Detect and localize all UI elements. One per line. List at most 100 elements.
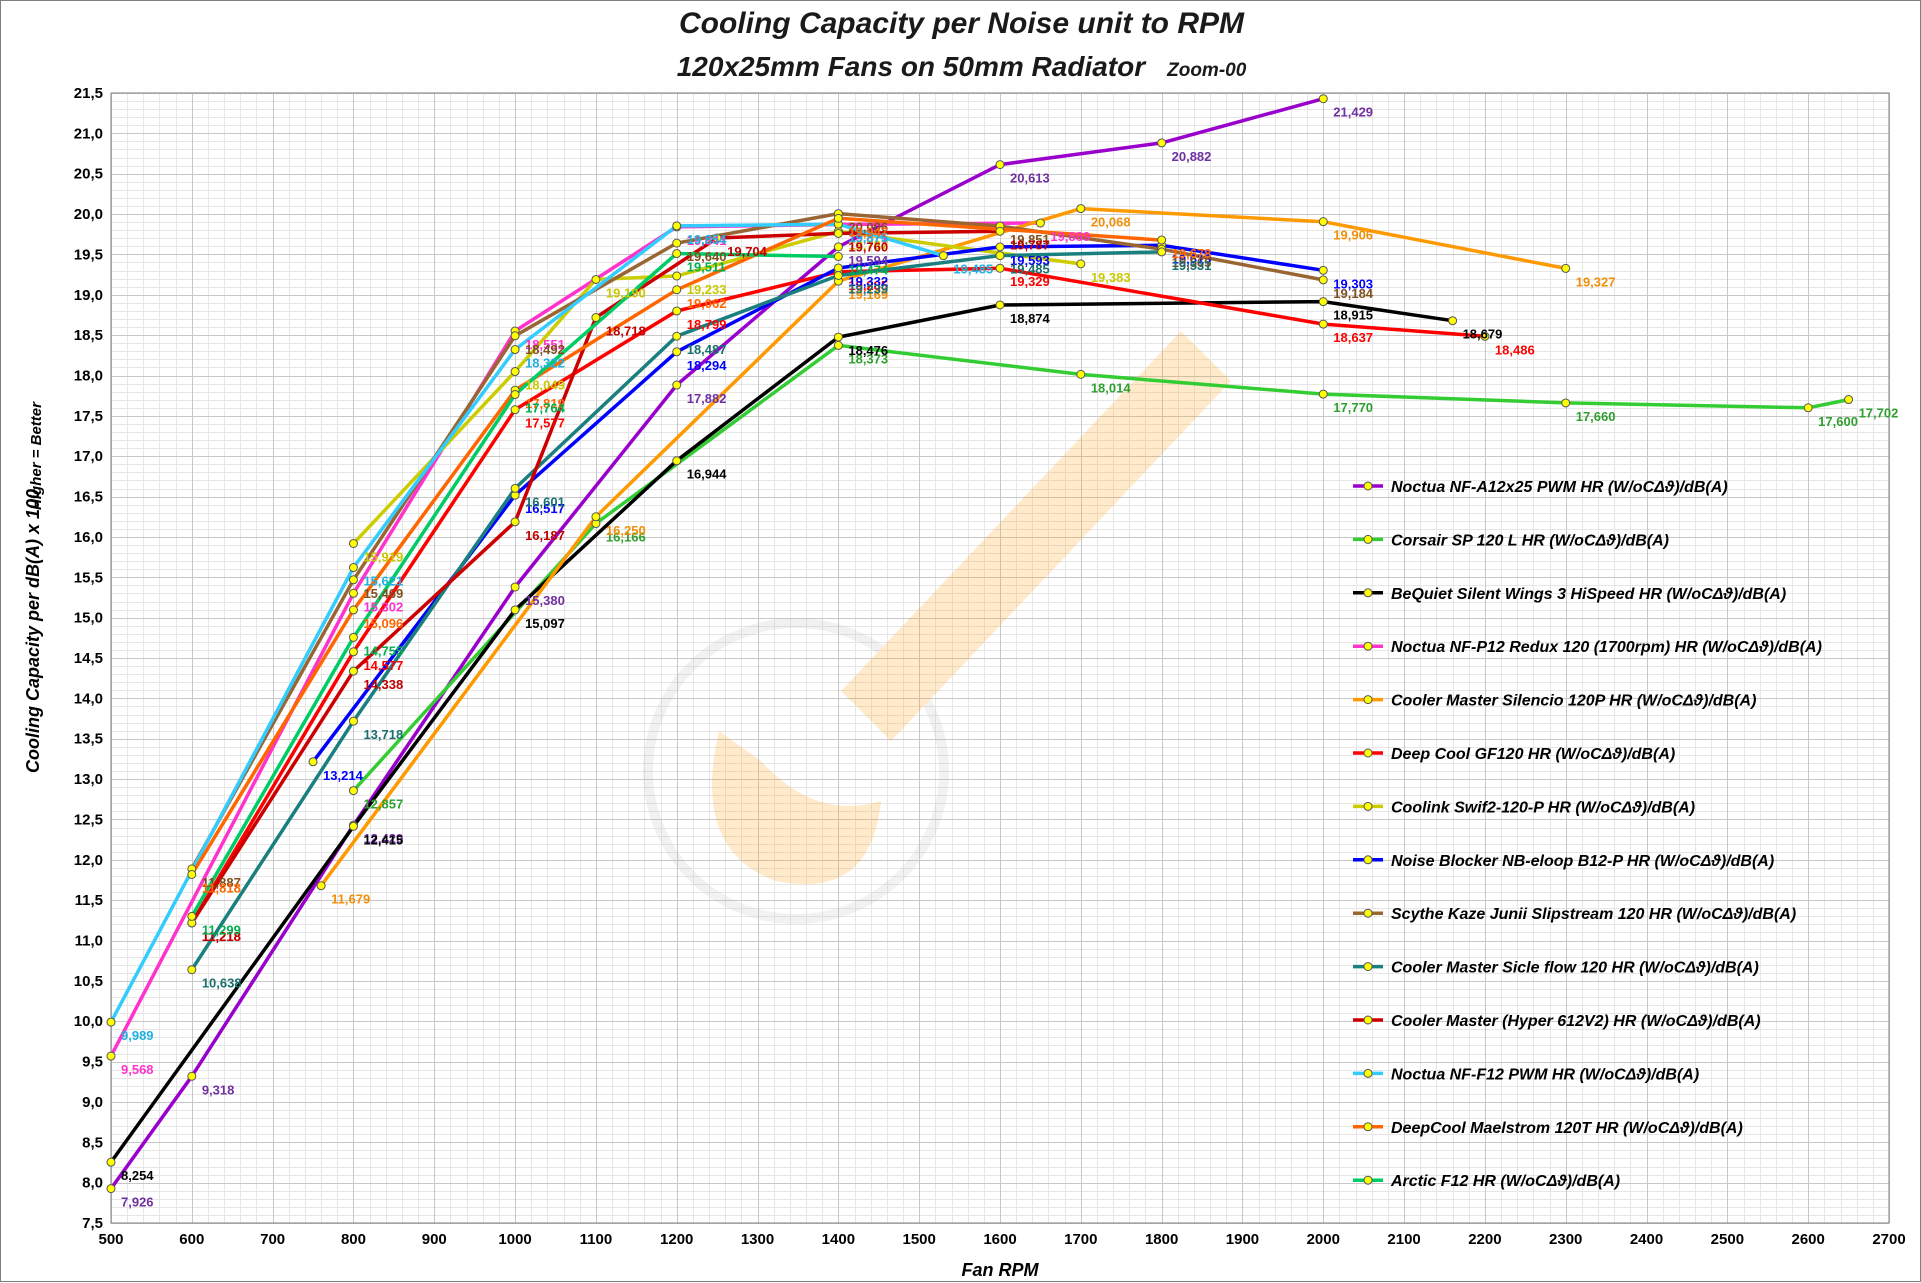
data-point bbox=[1157, 138, 1167, 148]
data-point bbox=[510, 331, 520, 341]
data-point bbox=[1803, 403, 1813, 413]
data-label: 19,760 bbox=[848, 239, 888, 254]
y-tick-label: 14,0 bbox=[74, 690, 103, 707]
series-line-13 bbox=[190, 216, 1162, 876]
data-label: 19,327 bbox=[1576, 274, 1616, 289]
data-label: 16,166 bbox=[606, 530, 646, 545]
x-tick-label: 2000 bbox=[1307, 1231, 1340, 1248]
data-point bbox=[510, 517, 520, 527]
data-label: 7,926 bbox=[121, 1195, 154, 1210]
data-label: 20,613 bbox=[1010, 171, 1050, 186]
data-label: 16,944 bbox=[687, 467, 728, 482]
data-label: 18,492 bbox=[525, 342, 565, 357]
y-tick-label: 8,5 bbox=[82, 1134, 103, 1151]
data-label: 21,429 bbox=[1333, 105, 1373, 120]
chart-subtitle: 120x25mm Fans on 50mm Radiator bbox=[676, 51, 1146, 82]
data-label: 14,338 bbox=[363, 677, 403, 692]
data-label: 19,678 bbox=[1172, 246, 1212, 261]
data-label: 20,882 bbox=[1172, 149, 1212, 164]
data-label: 13,718 bbox=[363, 727, 403, 742]
data-label: 19,485 bbox=[1010, 262, 1050, 277]
y-tick-label: 8,0 bbox=[82, 1175, 103, 1192]
data-label: 19,841 bbox=[687, 233, 727, 248]
legend-entry: Noise Blocker NB-eloop B12-P HR (W/oCΔϑ)… bbox=[1391, 853, 1774, 870]
data-point bbox=[672, 306, 682, 316]
data-label: 19,640 bbox=[687, 249, 727, 264]
data-label: 19,531 bbox=[1172, 258, 1212, 273]
data-point bbox=[348, 647, 358, 657]
data-label: 9,318 bbox=[202, 1082, 235, 1097]
legend-entry: Cooler Master Sicle flow 120 HR (W/oCΔϑ)… bbox=[1391, 960, 1759, 977]
data-label: 19,383 bbox=[1091, 270, 1131, 285]
data-point bbox=[510, 390, 520, 400]
data-point bbox=[308, 757, 318, 767]
data-label: 19,787 bbox=[848, 237, 888, 252]
chart-title: Cooling Capacity per Noise unit to RPM bbox=[678, 7, 1245, 40]
y-tick-label: 13,0 bbox=[74, 771, 103, 788]
data-point bbox=[348, 716, 358, 726]
data-point bbox=[1318, 94, 1328, 104]
data-label: 16,517 bbox=[525, 501, 565, 516]
y-tick-label: 21,5 bbox=[74, 85, 103, 102]
data-label: 19,947 bbox=[848, 224, 888, 239]
data-point bbox=[348, 666, 358, 676]
legend-entry: DeepCool Maelstrom 120T HR (W/oCΔϑ)/dB(A… bbox=[1391, 1120, 1743, 1137]
legend-marker bbox=[1363, 1015, 1373, 1025]
y-tick-label: 14,5 bbox=[74, 650, 103, 667]
x-tick-label: 2400 bbox=[1630, 1231, 1663, 1248]
data-point bbox=[106, 1051, 116, 1061]
data-point bbox=[187, 869, 197, 879]
data-point bbox=[833, 270, 843, 280]
x-tick-label: 500 bbox=[98, 1231, 123, 1248]
data-label: 16,250 bbox=[606, 523, 646, 538]
x-tick-label: 2100 bbox=[1387, 1231, 1420, 1248]
x-tick-label: 800 bbox=[341, 1231, 366, 1248]
series-line-3 bbox=[109, 299, 1453, 1164]
data-label: 19,329 bbox=[1010, 274, 1050, 289]
legend-entry: Noctua NF-P12 Redux 120 (1700rpm) HR (W/… bbox=[1391, 639, 1822, 656]
data-label: 19,851 bbox=[1010, 232, 1050, 247]
data-point bbox=[1318, 265, 1328, 275]
data-point bbox=[712, 233, 722, 243]
data-point bbox=[1561, 263, 1571, 273]
watermark-logo bbox=[643, 331, 1231, 924]
y-tick-label: 16,0 bbox=[74, 529, 103, 546]
x-tick-label: 1200 bbox=[660, 1231, 693, 1248]
watermark-stripe bbox=[841, 331, 1231, 741]
data-label: 12,415 bbox=[363, 832, 403, 847]
plot-frame bbox=[110, 92, 1890, 1224]
data-point bbox=[1157, 235, 1167, 245]
data-label: 9,568 bbox=[121, 1062, 154, 1077]
data-point bbox=[106, 1017, 116, 1027]
data-label: 16,187 bbox=[525, 528, 565, 543]
y-tick-label: 10,0 bbox=[74, 1013, 103, 1030]
data-point bbox=[672, 380, 682, 390]
y-tick-label: 17,5 bbox=[74, 408, 103, 425]
data-label: 11,818 bbox=[202, 880, 241, 895]
y-tick-label: 13,5 bbox=[74, 731, 103, 748]
legend-entry: Cooler Master (Hyper 612V2) HR (W/oCΔϑ)/… bbox=[1391, 1013, 1761, 1030]
data-point bbox=[348, 786, 358, 796]
series-line-5 bbox=[319, 206, 1567, 887]
major-grid bbox=[111, 93, 1890, 1224]
data-label: 19,285 bbox=[848, 278, 888, 293]
y-tick-label: 18,0 bbox=[74, 368, 103, 385]
series-line-2 bbox=[352, 343, 1849, 792]
x-tick-label: 2500 bbox=[1711, 1231, 1744, 1248]
data-label: 19,303 bbox=[1333, 276, 1373, 291]
y-tick-label: 19,5 bbox=[74, 246, 103, 263]
legend-marker bbox=[1363, 855, 1373, 865]
data-point bbox=[591, 512, 601, 522]
x-tick-label: 1300 bbox=[741, 1231, 774, 1248]
y-tick-label: 7,5 bbox=[82, 1215, 103, 1232]
data-label: 19,190 bbox=[606, 285, 646, 300]
data-label: 18,637 bbox=[1333, 330, 1373, 345]
data-label: 19,485 bbox=[953, 262, 993, 277]
y-tick-label: 9,0 bbox=[82, 1094, 103, 1111]
data-point bbox=[672, 285, 682, 295]
legend-entry: Scythe Kaze Junii Slipstream 120 HR (W/o… bbox=[1391, 906, 1796, 923]
data-point bbox=[187, 965, 197, 975]
data-point bbox=[1318, 389, 1328, 399]
legend-marker bbox=[1363, 588, 1373, 598]
data-label: 17,764 bbox=[525, 401, 566, 416]
